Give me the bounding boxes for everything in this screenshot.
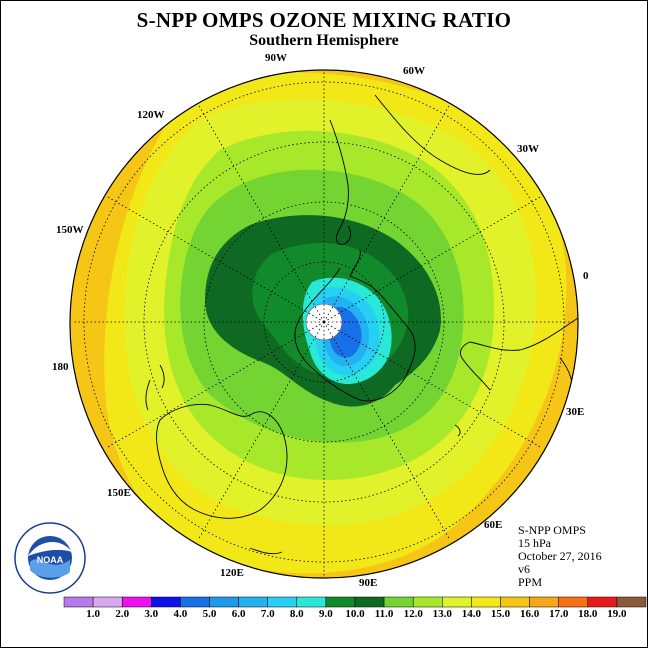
- logo-bird: [28, 541, 72, 556]
- info-date: October 27, 2016: [518, 549, 602, 563]
- colorbar-swatch: [558, 596, 589, 608]
- colorbar-label: 4.0: [173, 608, 188, 620]
- logo-wave: [30, 559, 70, 578]
- info-units: PPM: [518, 575, 543, 589]
- logo-text: NOAA: [37, 555, 64, 565]
- colorbar-label: 12.0: [403, 608, 423, 620]
- colorbar-swatch: [500, 596, 530, 608]
- colorbar-swatch: [587, 596, 618, 608]
- africa-coast: [459, 317, 578, 391]
- lon-label-150w: 150W: [56, 224, 84, 236]
- colorbar-label: 15.0: [490, 608, 511, 620]
- colorbar-swatch: [412, 596, 443, 608]
- colorbar-swatch: [92, 596, 123, 608]
- lon-label-0: 0: [583, 270, 589, 282]
- colorbar-label: 10.0: [345, 608, 365, 620]
- colorbar-swatch: [209, 596, 239, 608]
- colorbar-label: 17.0: [549, 608, 569, 620]
- colorbar-swatch: [180, 596, 210, 608]
- antarctica-coast: [294, 249, 416, 402]
- colorbar-label: 16.0: [519, 608, 540, 620]
- colorbar-label: 3.0: [144, 608, 159, 620]
- lon-label-30w: 30W: [517, 143, 539, 155]
- lon-label-90w: 90W: [265, 52, 287, 64]
- colorbar-label: 6.0: [231, 608, 246, 620]
- lon-label-60e: 60E: [484, 519, 502, 531]
- colorbar-label: 2.0: [115, 608, 130, 620]
- info-instrument: S-NPP OMPS: [518, 523, 586, 537]
- colorbar-swatch: [267, 596, 298, 608]
- lon-label-180: 180: [52, 361, 69, 373]
- island-kerguelen: [454, 424, 461, 437]
- graticule: [72, 70, 576, 576]
- colorbar-swatch: [325, 596, 356, 608]
- noaa-logo: NOAA: [14, 522, 86, 594]
- colorbar-swatch: [354, 596, 385, 608]
- colorbar-swatch: [238, 596, 268, 608]
- info-level: 15 hPa: [518, 536, 551, 550]
- info-version: v6: [518, 562, 530, 576]
- colorbar-label: 13.0: [432, 608, 452, 620]
- colorbar-label: 19.0: [607, 608, 627, 620]
- ozone-field: [70, 70, 578, 578]
- colorbar-swatch: [296, 596, 327, 608]
- colorbar-label: 8.0: [289, 608, 304, 620]
- lon-label-60w: 60W: [403, 65, 425, 77]
- colorbar-label: 11.0: [374, 608, 394, 620]
- lon-label-120w: 120W: [137, 109, 165, 121]
- chart-subtitle: Southern Hemisphere: [249, 32, 399, 49]
- coastlines: [145, 94, 578, 555]
- lon-label-30e: 30E: [566, 406, 584, 418]
- colorbar-label: 18.0: [578, 608, 598, 620]
- colorbar-label: 9.0: [319, 608, 333, 620]
- colorbar-swatch: [121, 596, 152, 608]
- colorbar-swatch: [529, 596, 559, 608]
- lon-label-90e: 90E: [359, 577, 377, 589]
- south-america-coast: [329, 119, 352, 245]
- map-boundary: [69, 69, 579, 579]
- new-zealand-coast: [145, 364, 165, 411]
- colorbar-swatch: [151, 596, 181, 608]
- colorbar-swatch: [383, 596, 414, 608]
- longitude-labels: 90W 60W 30W 0 30E 60E 90E 120E 150E 180 …: [52, 52, 589, 589]
- colorbar-label: 14.0: [461, 608, 482, 620]
- colorbar-label: 1.0: [86, 608, 100, 620]
- colorbar-swatch: [63, 596, 94, 608]
- australia-coast: [156, 403, 288, 519]
- south-america-east-coast: [374, 94, 491, 175]
- lon-label-120e: 120E: [220, 567, 244, 579]
- lon-label-150e: 150E: [107, 487, 131, 499]
- colorbar-swatch: [442, 596, 472, 608]
- coast-south-120e: [249, 547, 283, 555]
- colorbar-swatch: [616, 596, 647, 608]
- chart-title: S-NPP OMPS OZONE MIXING RATIO: [136, 8, 512, 32]
- colorbar-swatch: [471, 596, 501, 608]
- colorbar: [63, 596, 647, 608]
- colorbar-label: 5.0: [202, 608, 217, 620]
- colorbar-label: 7.0: [260, 608, 275, 620]
